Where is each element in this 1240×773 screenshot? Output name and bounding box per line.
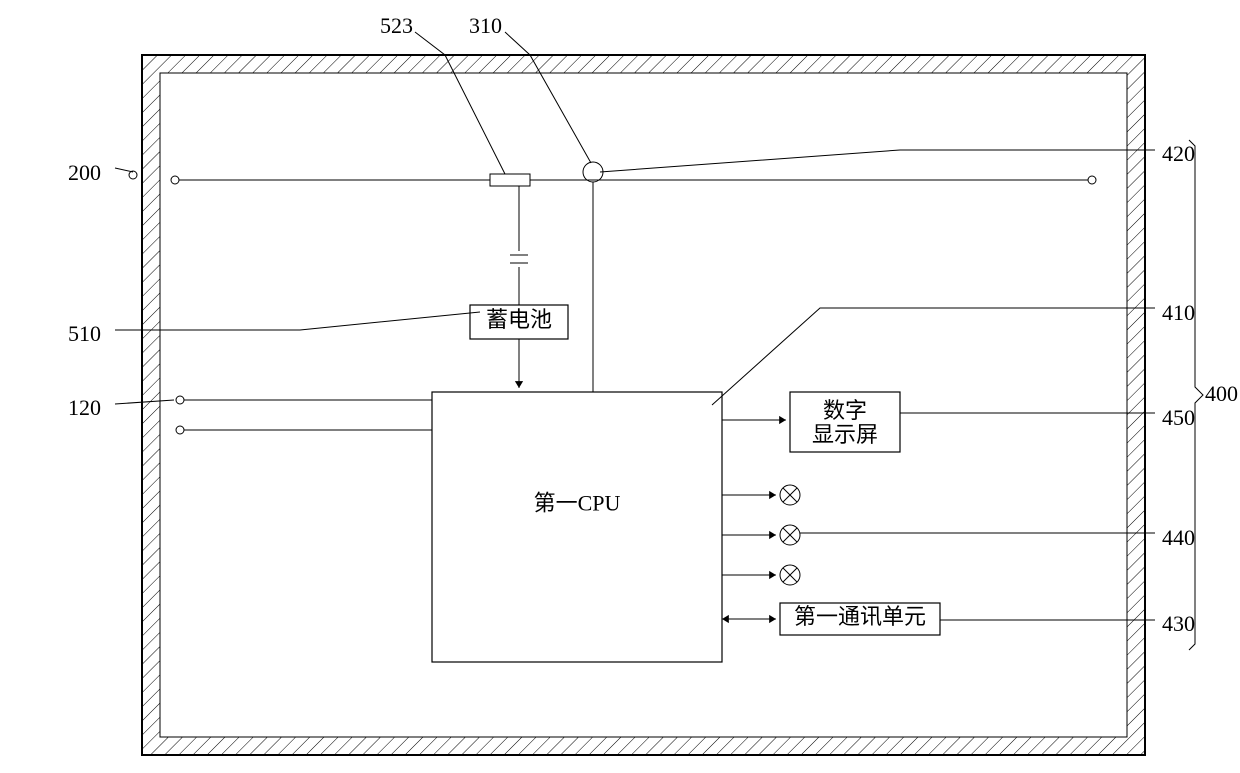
ref-420: 420: [1162, 141, 1195, 166]
ref-510: 510: [68, 321, 101, 346]
ref-200: 200: [68, 160, 101, 185]
ref-120: 120: [68, 395, 101, 420]
svg-text:显示屏: 显示屏: [812, 422, 878, 447]
ref-440: 440: [1162, 525, 1195, 550]
cpu-label: 第一CPU: [534, 490, 621, 515]
ref-310: 310: [469, 13, 502, 38]
svg-text:数字: 数字: [823, 398, 867, 423]
battery-label: 蓄电池: [486, 307, 552, 332]
ref-430: 430: [1162, 611, 1195, 636]
ref-450: 450: [1162, 405, 1195, 430]
comm-label: 第一通讯单元: [794, 604, 926, 629]
ref-400: 400: [1205, 381, 1238, 406]
ref-410: 410: [1162, 300, 1195, 325]
ref-523: 523: [380, 13, 413, 38]
